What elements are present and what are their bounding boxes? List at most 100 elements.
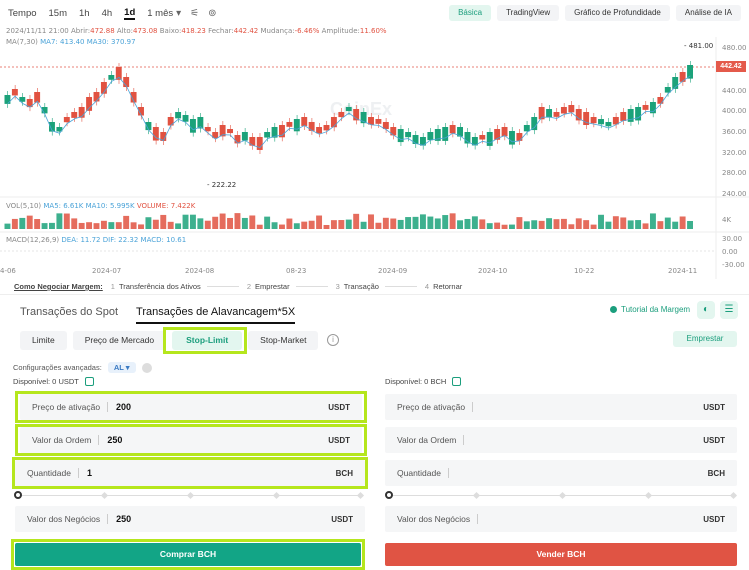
volume-bar [19,217,26,229]
tf-1month-dropdown[interactable]: 1 mês [147,8,174,19]
field-value[interactable]: 250 [107,435,123,445]
candle-body [538,107,545,120]
volume-bar [175,223,182,229]
open-value: 472.88 [90,27,115,35]
field-value[interactable]: 250 [116,514,132,524]
order-type-limit[interactable]: Limite [20,331,67,350]
candlestick-chart[interactable]: CoinEx 480.00 440.00 400.00 360.00 320.00 280… [0,37,749,279]
candle-body [316,127,323,134]
buy-amount-slider[interactable] [14,491,365,500]
settings-icon[interactable]: ⊚ [208,8,217,19]
view-tab-ai[interactable]: Análise de IA [675,5,741,21]
volume-bar [605,221,612,229]
price-axis-label: 360.00 [722,128,747,136]
tf-4h[interactable]: 4h [101,8,113,19]
advanced-label: Configurações avançadas: [13,363,102,372]
price-axis-label: 280.00 [722,169,747,177]
volume-bar [219,213,226,229]
volume-bar [427,216,434,229]
candle-body [56,127,63,132]
order-type-stop-market[interactable]: Stop-Market [248,331,319,350]
tf-1d[interactable]: 1d [124,7,136,20]
field-label: Valor da Ordem [385,435,465,445]
view-tab-tradingview[interactable]: TradingView [497,5,560,21]
buy-order-value-field[interactable]: Valor da Ordem 250 USDT [20,427,362,453]
volume-bar [115,222,122,229]
volume-bar [590,224,597,229]
sell-total-field[interactable]: Valor dos Negócios USDT [385,506,737,532]
transfer-icon[interactable] [84,377,94,386]
candle-body [204,127,211,132]
volume-bar [308,220,315,229]
candle-body [457,127,463,137]
high-label: Alto: [116,27,134,35]
volume-bar [78,222,85,229]
borrow-button[interactable]: Emprestar [673,331,737,347]
volume-bar [71,218,78,229]
candle-body [523,125,530,132]
order-type-market[interactable]: Preço de Mercado [72,331,167,350]
tab-spot[interactable]: Transações do Spot [20,306,119,318]
volume-bar [560,218,567,229]
order-type-stop-limit[interactable]: Stop-Limit [172,331,243,350]
candle-body [271,127,278,138]
view-tab-basic[interactable]: Básica [449,5,492,21]
volume-bar [138,224,144,229]
candle-body [41,107,48,114]
sell-order-value-field[interactable]: Valor da Ordem USDT [385,427,737,453]
volume-bar [279,224,285,229]
buy-total-field[interactable]: Valor dos Negócios 250 USDT [15,506,365,532]
buy-quantity-field[interactable]: Quantidade 1 BCH [15,460,365,486]
close-label: Fechar: [208,27,234,35]
slider-handle[interactable] [14,491,22,499]
candle-body [434,129,441,141]
candle-body [516,133,523,141]
tab-margin[interactable]: Transações de Alavancagem*5X [136,306,296,324]
transfer-icon[interactable] [452,377,462,386]
volume-bar [11,218,18,229]
buy-trigger-price-field[interactable]: Preço de ativação 200 USDT [20,394,362,420]
volume-bar [464,218,471,229]
eye-icon[interactable] [141,362,152,373]
sell-available-text: Disponível: 0 BCH [385,377,447,386]
vol-ma10: MA10: 5.995K [85,202,135,210]
x-axis-label: 2024-09 [378,267,407,275]
guide-step: 1 Transferência dos Ativos [103,282,239,291]
candle-body [152,127,159,141]
tf-1h[interactable]: 1h [79,8,90,19]
candle-body [657,97,664,104]
margin-tutorial-link[interactable]: Tutorial da Margem [610,305,690,314]
slider-handle[interactable] [385,491,393,499]
volume-bar [152,219,159,229]
layout-settings-icon[interactable]: ☰ [720,301,738,319]
chevron-down-icon[interactable]: ▾ [176,8,182,19]
advanced-dropdown[interactable]: AL ▾ [107,362,136,373]
volume-bar [256,224,263,229]
theme-toggle-icon[interactable]: ◐ [697,301,715,319]
candle-body [486,132,493,146]
volume-bar [145,217,152,229]
sell-button[interactable]: Vender BCH [385,543,737,566]
guide-title[interactable]: Como Negociar Margem: [14,282,103,291]
candle-body [212,132,219,139]
volume-bar [234,213,241,229]
indicator-icon[interactable]: ⚟ [190,8,200,19]
view-tab-depth[interactable]: Gráfico de Profundidade [565,5,670,21]
buy-button[interactable]: Comprar BCH [15,543,361,566]
ma-label: MA(7,30) [6,38,38,46]
field-unit: USDT [328,435,350,445]
volume-bar [368,214,374,229]
sell-quantity-field[interactable]: Quantidade BCH [385,460,737,486]
highlight-box [11,539,365,570]
sell-trigger-price-field[interactable]: Preço de ativação USDT [385,394,737,420]
tf-15m[interactable]: 15m [48,8,67,19]
volume-bar [672,221,679,229]
info-icon[interactable]: i [327,334,339,346]
field-value[interactable]: 200 [116,402,132,412]
candle-body [130,92,137,103]
candle-body [19,97,26,102]
volume-bar [501,224,508,229]
field-value[interactable]: 1 [86,468,92,478]
sell-amount-slider[interactable] [385,491,738,500]
step-number: 2 [246,282,251,291]
